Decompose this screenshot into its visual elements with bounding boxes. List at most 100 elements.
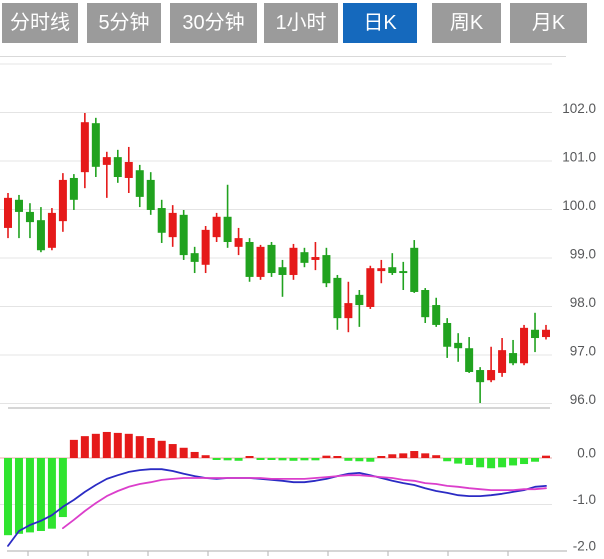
candle-body (443, 322, 452, 347)
price-axis-label: 102.0 (562, 101, 596, 116)
candle-body (135, 170, 144, 197)
candle-body (421, 290, 430, 318)
macd-hist-bar (190, 451, 199, 458)
candle-body (267, 244, 276, 274)
candle-body (69, 177, 78, 200)
macd-axis-label: -1.0 (573, 492, 596, 507)
candle-body (289, 247, 298, 275)
macd-hist-bar (333, 456, 342, 458)
candle-body (377, 268, 386, 272)
tab-weekly-k[interactable]: 周K (432, 3, 501, 43)
candle-body (278, 267, 287, 275)
price-axis-label: 97.0 (570, 344, 596, 359)
macd-hist-bar (179, 447, 188, 458)
macd-hist-bar (47, 458, 56, 529)
macd-hist-bar (245, 456, 254, 458)
macd-hist-bar (465, 458, 474, 465)
macd-hist-bar (531, 458, 540, 462)
candle-body (14, 199, 23, 212)
candle-body (25, 211, 34, 223)
candle-body (322, 255, 331, 284)
macd-hist-bar (509, 458, 518, 466)
candle-body (399, 271, 408, 274)
macd-hist-bar (344, 458, 353, 461)
candle-body (509, 353, 518, 364)
macd-hist-bar (498, 458, 507, 468)
candle-body (454, 342, 463, 349)
candle-body (300, 252, 309, 263)
candle-body (245, 241, 254, 277)
macd-axis-label: 0.0 (577, 446, 596, 461)
macd-axis-label: -2.0 (573, 539, 596, 554)
candle-body (168, 212, 177, 238)
candle-body (201, 229, 210, 265)
macd-hist-bar (168, 444, 177, 458)
candle-body (465, 348, 474, 372)
macd-hist-bar (443, 458, 452, 462)
macd-hist-bar (80, 436, 89, 458)
macd-hist-bar (102, 431, 111, 458)
candle-body (36, 220, 45, 251)
candle-body (498, 350, 507, 373)
candle-body (47, 212, 56, 248)
macd-hist-bar (135, 436, 144, 458)
tab-1hour[interactable]: 1小时 (264, 3, 338, 43)
dif-line (7, 468, 547, 547)
price-axis-label: 100.0 (562, 198, 596, 213)
candle-body (333, 277, 342, 319)
macd-hist-bar (410, 451, 419, 458)
macd-hist-bar (25, 458, 34, 533)
macd-hist-bar (14, 458, 23, 534)
candle-body (388, 267, 397, 274)
tab-5min[interactable]: 5分钟 (87, 3, 161, 43)
macd-hist-bar (388, 454, 397, 458)
macd-hist-bar (454, 458, 463, 464)
candle-body (432, 305, 441, 325)
macd-hist-bar (267, 458, 276, 460)
tab-30min[interactable]: 30分钟 (170, 3, 257, 43)
candle-body (58, 179, 67, 222)
macd-hist-bar (399, 453, 408, 458)
candle-body (487, 370, 496, 381)
price-axis-label: 101.0 (562, 150, 596, 165)
macd-hist-bar (212, 458, 221, 460)
macd-hist-bar (201, 455, 210, 458)
macd-hist-bar (487, 458, 496, 469)
tab-monthly-k[interactable]: 月K (510, 3, 587, 43)
macd-hist-bar (256, 458, 265, 460)
macd-hist-bar (124, 433, 133, 458)
candle-body (476, 370, 485, 383)
tab-daily-k[interactable]: 日K (343, 3, 417, 43)
tab-time-share[interactable]: 分时线 (2, 3, 78, 43)
candle-body (146, 179, 155, 210)
candle-body (157, 208, 166, 233)
candle-body (179, 214, 188, 256)
candle-body (355, 294, 364, 306)
macd-hist-bar (157, 440, 166, 458)
macd-hist-bar (223, 458, 232, 461)
price-axis-label: 96.0 (570, 392, 596, 407)
macd-hist-bar (91, 433, 100, 458)
macd-hist-bar (432, 455, 441, 458)
price-axis-label: 99.0 (570, 247, 596, 262)
macd-hist-bar (113, 432, 122, 458)
macd-hist-bar (58, 458, 67, 518)
macd-hist-bar (366, 458, 375, 462)
macd-hist-bar (36, 458, 45, 532)
candle-body (190, 253, 199, 262)
candle-body (80, 122, 89, 173)
candle-body (102, 157, 111, 165)
candle-body (256, 246, 265, 277)
macd-hist-bar (322, 455, 331, 458)
candle-body (223, 216, 232, 242)
macd-hist-bar (146, 438, 155, 458)
price-axis-label: 98.0 (570, 295, 596, 310)
macd-hist-bar (4, 458, 12, 536)
dea-line (62, 474, 547, 530)
candle-body (113, 157, 122, 178)
candle-body (311, 257, 320, 260)
candle-body (344, 303, 353, 319)
